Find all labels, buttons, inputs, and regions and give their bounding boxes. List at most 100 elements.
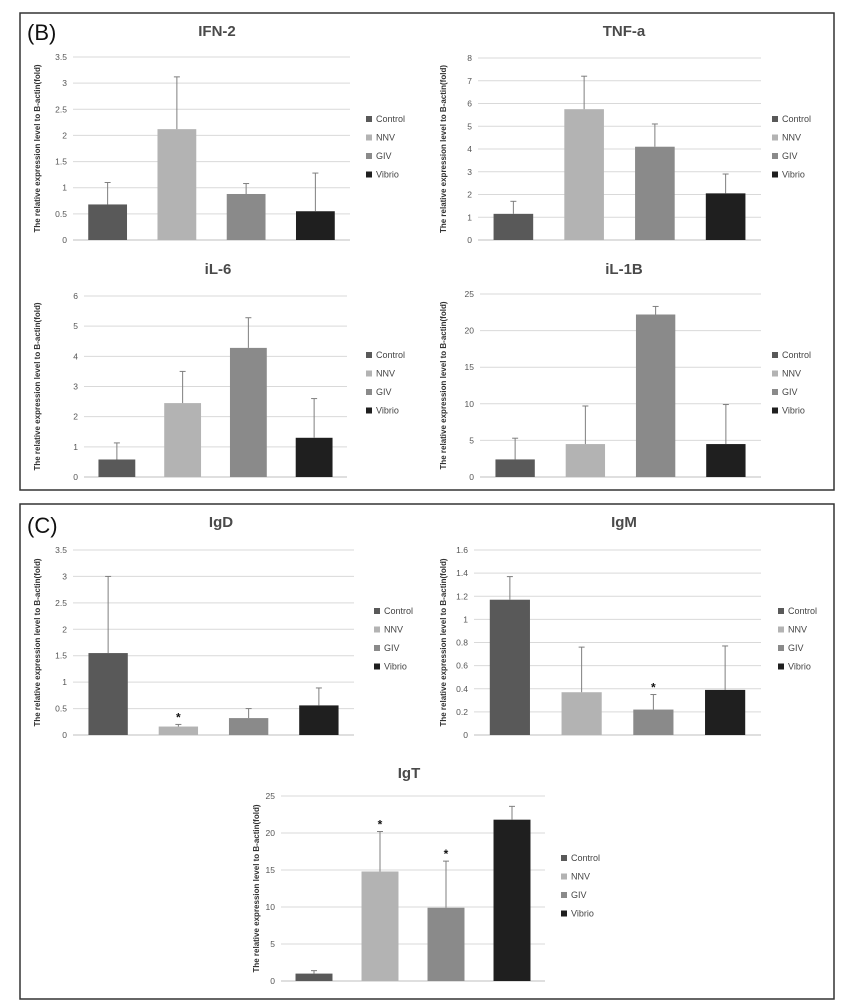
igd-ytick-1: 0.5 <box>55 704 67 714</box>
igd-ytick-3: 1.5 <box>55 651 67 661</box>
tnfa-legend-label-giv: GIV <box>782 151 798 161</box>
igt-title: IgT <box>398 765 421 782</box>
tnfa-bar-vibrio <box>705 193 746 240</box>
igd-chart: IgD 0 0.5 1 1.5 2 2.5 3 3.5 The relative expressi… <box>33 514 413 740</box>
igm-bar-control <box>489 599 530 735</box>
il1b-bar-nnv <box>565 444 606 477</box>
tnfa-bar-nnv <box>564 109 604 240</box>
igt-legend-label-control: Control <box>571 853 600 863</box>
panel-c-label: (C) <box>27 513 58 538</box>
ifn2-ytick-4: 2 <box>62 130 67 140</box>
il1b-ylabel: The relative expression level to B-actin… <box>439 301 448 469</box>
igm-significance-giv: * <box>651 681 656 695</box>
tnfa-ytick-1: 1 <box>467 212 472 222</box>
ifn2-ytick-1: 0.5 <box>55 209 67 219</box>
igt-bar-vibrio <box>493 819 531 981</box>
igd-ylabel: The relative expression level to B-actin… <box>33 558 42 726</box>
tnfa-legend-swatch-vibrio <box>772 171 778 178</box>
ifn2-ylabel: The relative expression level to B-actin… <box>33 64 42 232</box>
il6-ylabel: The relative expression level to B-actin… <box>33 302 42 470</box>
ifn2-legend-label-control: Control <box>376 114 405 124</box>
tnfa-bar-giv <box>635 146 675 240</box>
igd-legend-label-vibrio: Vibrio <box>384 662 407 672</box>
il1b-bar-vibrio <box>706 444 746 477</box>
ifn2-legend-label-giv: GIV <box>376 151 392 161</box>
igd-bar-control <box>88 653 128 735</box>
il1b-legend-swatch-control <box>772 352 778 358</box>
igd-legend-swatch-nnv <box>374 626 380 633</box>
il1b-ytick-2: 10 <box>465 399 475 409</box>
tnfa-ytick-2: 2 <box>467 190 472 200</box>
il6-legend-swatch-giv <box>366 389 372 395</box>
igt-significance-nnv: * <box>378 818 383 832</box>
il1b-legend-swatch-nnv <box>772 370 778 377</box>
tnfa-ytick-3: 3 <box>467 167 472 177</box>
il6-legend-label-vibrio: Vibrio <box>376 406 399 416</box>
igt-bar-control <box>295 973 333 981</box>
il1b-legend-label-giv: GIV <box>782 387 798 397</box>
tnfa-chart: TNF-a 0 1 2 3 4 5 6 7 8 The relative expression le… <box>439 23 811 245</box>
tnfa-ytick-7: 7 <box>467 76 472 86</box>
ifn2-ytick-3: 1.5 <box>55 157 67 167</box>
igm-legend-label-giv: GIV <box>788 643 804 653</box>
igm-legend-swatch-control <box>778 608 784 614</box>
il6-legend-label-giv: GIV <box>376 387 392 397</box>
il1b-bar-control <box>495 459 535 477</box>
panel-b-frame <box>19 12 835 491</box>
igt-bar-giv <box>427 907 465 981</box>
il6-ytick-6: 6 <box>73 291 78 301</box>
igt-legend-label-giv: GIV <box>571 890 587 900</box>
igd-legend-label-nnv: NNV <box>384 625 403 635</box>
igd-legend-swatch-giv <box>374 645 380 651</box>
tnfa-ytick-8: 8 <box>467 53 472 63</box>
igd-legend-label-giv: GIV <box>384 643 400 653</box>
tnfa-ytick-5: 5 <box>467 121 472 131</box>
il1b-bar-giv <box>635 314 676 477</box>
igm-ytick-3: 0.6 <box>456 661 468 671</box>
igt-ylabel: The relative expression level to B-actin… <box>252 804 261 972</box>
il6-ytick-5: 5 <box>73 321 78 331</box>
il6-legend-label-nnv: NNV <box>376 369 395 379</box>
igm-bar-giv <box>633 709 674 735</box>
ifn2-legend-label-vibrio: Vibrio <box>376 170 399 180</box>
tnfa-legend-swatch-control <box>772 116 778 122</box>
il6-legend-swatch-nnv <box>366 370 372 377</box>
igd-title: IgD <box>209 514 233 531</box>
igm-bar-vibrio <box>705 689 746 735</box>
igd-ytick-4: 2 <box>62 624 67 634</box>
igm-ytick-4: 0.8 <box>456 638 468 648</box>
tnfa-legend-swatch-nnv <box>772 134 778 141</box>
ifn2-bar-vibrio <box>295 211 335 240</box>
tnfa-legend-label-control: Control <box>782 114 811 124</box>
igd-ytick-2: 1 <box>62 677 67 687</box>
igm-ytick-1: 0.2 <box>456 707 468 717</box>
igd-bar-vibrio <box>299 705 339 735</box>
igm-legend-label-control: Control <box>788 606 817 616</box>
tnfa-legend-label-vibrio: Vibrio <box>782 170 805 180</box>
il1b-legend-label-control: Control <box>782 350 811 360</box>
igm-ytick-6: 1.2 <box>456 591 468 601</box>
ifn2-legend-swatch-giv <box>366 153 372 159</box>
igm-ytick-8: 1.6 <box>456 545 468 555</box>
igt-ytick-4: 20 <box>266 828 276 838</box>
il6-legend-label-control: Control <box>376 350 405 360</box>
il6-ytick-1: 1 <box>73 442 78 452</box>
tnfa-legend-label-nnv: NNV <box>782 133 801 143</box>
charts-layer: IFN-2 0 0.5 1 1.5 2 2.5 3 3.5 The relative expres… <box>33 23 817 986</box>
ifn2-legend-swatch-nnv <box>366 134 372 141</box>
ifn2-ytick-6: 3 <box>62 78 67 88</box>
igt-chart: IgT 0 5 10 15 20 25 The relative expression lev… <box>252 765 600 986</box>
il1b-title: iL-1B <box>605 261 643 278</box>
il6-legend-swatch-vibrio <box>366 407 372 414</box>
igm-legend-label-nnv: NNV <box>788 625 807 635</box>
il6-bar-giv <box>229 347 267 477</box>
igm-chart: IgM 0 0.2 0.4 0.6 0.8 1 1.2 1.4 1.6 The relative e… <box>439 514 817 740</box>
ifn2-bar-control <box>88 204 128 240</box>
igd-legend-swatch-control <box>374 608 380 614</box>
il1b-legend-label-vibrio: Vibrio <box>782 406 805 416</box>
igd-legend-swatch-vibrio <box>374 663 380 670</box>
il6-bar-vibrio <box>295 437 333 477</box>
igd-ytick-7: 3.5 <box>55 545 67 555</box>
tnfa-ytick-4: 4 <box>467 144 472 154</box>
